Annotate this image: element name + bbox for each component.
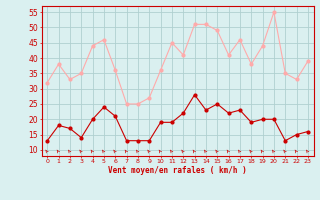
X-axis label: Vent moyen/en rafales ( km/h ): Vent moyen/en rafales ( km/h ) — [108, 166, 247, 175]
